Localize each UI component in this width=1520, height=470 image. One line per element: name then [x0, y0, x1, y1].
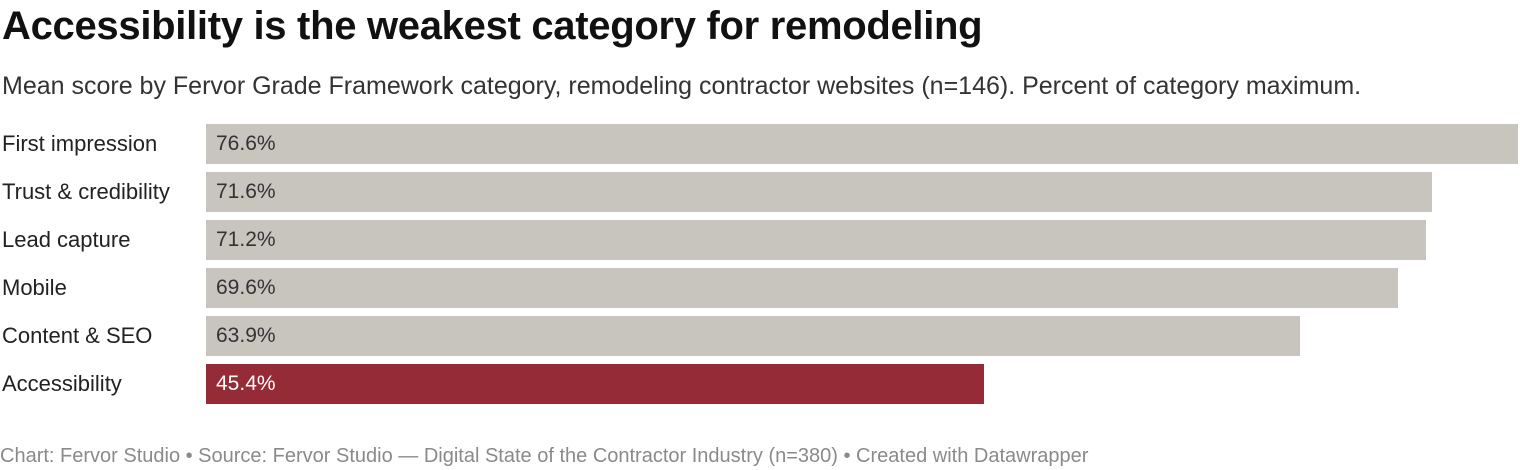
- bar-row: First impression 76.6%: [0, 120, 1520, 164]
- bar-category-label: Trust & credibility: [2, 179, 170, 204]
- bar-row: Trust & credibility 71.6%: [0, 168, 1520, 212]
- bar-value-label: 71.6%: [216, 180, 276, 203]
- bar-row: Mobile 69.6%: [0, 264, 1520, 308]
- bar: 71.6%: [206, 172, 1432, 212]
- bar-category-label: Lead capture: [2, 227, 131, 252]
- bar: 71.2%: [206, 220, 1426, 260]
- bar-category-label: First impression: [2, 131, 158, 156]
- bar-category-label: Accessibility: [2, 371, 122, 396]
- bar-chart: First impression 76.6% Trust & credibility…: [0, 120, 1520, 410]
- bar-track: 71.6%: [206, 172, 1518, 212]
- bar-value-label: 63.9%: [216, 324, 276, 347]
- bar-row: Lead capture 71.2%: [0, 216, 1520, 260]
- bar-value-label: 45.4%: [216, 372, 276, 395]
- chart-footer: Chart: Fervor Studio • Source: Fervor St…: [0, 445, 1089, 467]
- bar-track: 69.6%: [206, 268, 1518, 308]
- bar-row: Content & SEO 63.9%: [0, 312, 1520, 356]
- bar-value-label: 69.6%: [216, 276, 276, 299]
- bar-row: Accessibility 45.4%: [0, 360, 1520, 404]
- bar: 45.4%: [206, 364, 984, 404]
- bar-value-label: 71.2%: [216, 228, 276, 251]
- chart-subtitle: Mean score by Fervor Grade Framework cat…: [2, 72, 1362, 100]
- bar-value-label: 76.6%: [216, 132, 276, 155]
- bar-track: 45.4%: [206, 364, 1518, 404]
- bar-track: 63.9%: [206, 316, 1518, 356]
- chart-title: Accessibility is the weakest category fo…: [2, 4, 983, 48]
- bar-track: 71.2%: [206, 220, 1518, 260]
- bar-track: 76.6%: [206, 124, 1518, 164]
- bar: 63.9%: [206, 316, 1300, 356]
- bar-category-label: Content & SEO: [2, 323, 153, 348]
- bar: 76.6%: [206, 124, 1518, 164]
- bar-category-label: Mobile: [2, 275, 67, 300]
- bar: 69.6%: [206, 268, 1398, 308]
